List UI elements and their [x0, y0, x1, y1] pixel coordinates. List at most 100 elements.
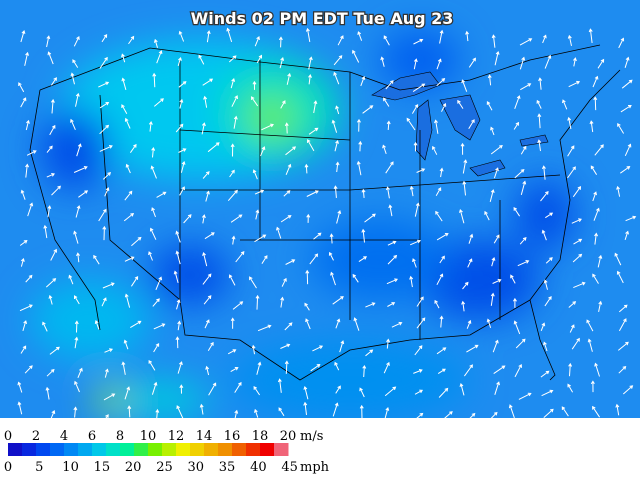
wind-arrow	[487, 74, 492, 86]
wind-arrow	[249, 276, 257, 289]
legend-swatch	[274, 443, 289, 456]
wind-arrow	[230, 214, 243, 223]
wind-arrow	[261, 255, 268, 264]
wind-arrow	[50, 98, 55, 114]
wind-arrow	[76, 143, 82, 157]
wind-arrow	[544, 295, 552, 307]
wind-arrow	[256, 54, 262, 64]
wind-arrow	[203, 295, 212, 305]
wind-arrow	[383, 361, 390, 374]
wind-arrow	[175, 250, 181, 265]
wind-arrow	[624, 56, 630, 68]
mph-label: 35	[219, 460, 236, 475]
wind-arrow	[46, 35, 51, 48]
wind-arrow	[285, 259, 296, 265]
wind-arrow	[329, 233, 334, 244]
wind-arrow	[50, 77, 57, 86]
wind-arrow	[99, 124, 110, 135]
wind-arrow	[281, 277, 287, 287]
wind-arrow	[335, 161, 340, 173]
wind-arrow	[330, 271, 336, 286]
wind-arrow	[285, 146, 297, 156]
wind-arrow	[304, 302, 310, 311]
mph-label: 30	[187, 460, 204, 475]
wind-arrow	[406, 117, 416, 131]
wind-arrow	[410, 239, 422, 246]
wind-arrow	[104, 368, 109, 378]
wind-arrow	[491, 34, 496, 48]
wind-arrow	[99, 145, 113, 152]
wind-arrow	[358, 140, 363, 152]
wind-arrow	[73, 406, 78, 418]
wind-arrow	[124, 190, 133, 201]
wind-arrow	[537, 113, 542, 129]
legend-swatch	[260, 443, 275, 456]
wind-arrow	[385, 80, 394, 90]
wind-arrow	[26, 150, 37, 156]
wind-arrow	[46, 145, 53, 153]
wind-arrow	[207, 341, 214, 352]
wind-arrow	[124, 293, 131, 308]
wind-arrow	[510, 274, 516, 284]
wind-arrow	[459, 208, 465, 224]
wind-arrow	[309, 253, 319, 265]
wind-arrow	[513, 320, 521, 335]
wind-arrow	[176, 405, 184, 418]
wind-arrow	[201, 122, 206, 135]
mph-label: 15	[94, 460, 111, 475]
map-area	[0, 0, 640, 418]
wind-arrow	[514, 169, 525, 179]
wind-arrow	[148, 251, 153, 261]
wind-arrow	[466, 319, 472, 329]
wind-arrow	[416, 296, 424, 307]
ms-label: 2	[32, 429, 40, 444]
legend-swatch	[190, 443, 205, 456]
wind-arrow	[250, 96, 259, 107]
wind-arrow	[462, 281, 469, 290]
wind-arrow	[567, 145, 575, 157]
wind-arrow	[284, 360, 289, 374]
wind-arrow	[306, 213, 311, 223]
wind-arrow	[99, 56, 108, 69]
wind-arrow	[49, 346, 60, 355]
wind-arrow	[121, 361, 126, 375]
wind-arrow	[540, 322, 546, 331]
wind-arrow	[177, 361, 183, 374]
wind-arrow	[590, 165, 598, 175]
wind-arrow	[383, 35, 390, 46]
wind-field	[30, 30, 575, 418]
wind-arrow	[333, 55, 343, 66]
wind-arrow	[228, 55, 237, 63]
wind-arrow	[439, 29, 444, 44]
wind-arrow	[183, 214, 192, 224]
wind-arrow	[121, 104, 128, 115]
wind-arrow	[567, 166, 576, 179]
wind-arrow	[335, 318, 341, 329]
wind-arrow	[226, 27, 233, 43]
wind-arrow	[362, 105, 374, 114]
legend-swatch	[36, 443, 51, 456]
wind-arrow	[152, 298, 160, 307]
wind-arrow	[47, 51, 54, 65]
wind-arrow	[486, 101, 493, 111]
wind-arrow	[278, 36, 283, 48]
ms-label: 4	[60, 429, 68, 444]
wind-arrow	[230, 143, 235, 157]
wind-arrow	[621, 79, 633, 89]
wind-arrow	[304, 163, 309, 174]
wind-arrow	[434, 299, 440, 309]
wind-arrow	[353, 317, 360, 331]
legend-swatch	[22, 443, 37, 456]
wind-arrow	[494, 381, 500, 395]
wind-arrow	[462, 180, 467, 196]
wind-arrow	[102, 172, 112, 180]
wind-arrow	[20, 189, 26, 200]
wind-arrow	[305, 27, 311, 42]
wind-arrow	[70, 72, 75, 85]
wind-arrow	[179, 384, 184, 394]
wind-arrow	[432, 145, 438, 155]
wind-arrow	[467, 258, 473, 268]
ms-unit: m/s	[300, 429, 323, 444]
wind-arrow	[45, 278, 57, 288]
wind-arrow	[562, 99, 568, 110]
